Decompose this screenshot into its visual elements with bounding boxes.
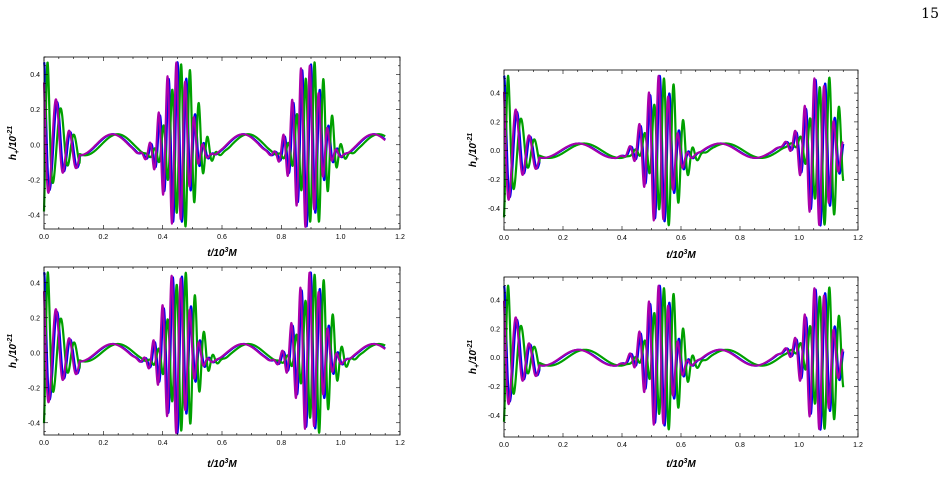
x-tick-label: 1.2 [395, 440, 405, 447]
x-tick-label: 0.2 [558, 235, 568, 242]
x-tick-label: 0.0 [39, 234, 49, 241]
x-tick-label: 0.2 [98, 440, 108, 447]
y-tick-label: -0.2 [488, 177, 500, 184]
y-tick-label: -0.4 [28, 212, 40, 219]
series-line-magenta [43, 61, 386, 228]
series-line-magenta [503, 284, 845, 431]
y-tick-label: -0.4 [488, 206, 500, 213]
x-axis-label: t/103M [666, 249, 696, 261]
page-number: 15 [921, 6, 939, 22]
x-tick-label: 0.2 [558, 442, 568, 449]
y-tick-label: 0.0 [490, 355, 500, 362]
y-tick-label: 0.0 [30, 350, 40, 357]
x-tick-label: 0.4 [158, 234, 168, 241]
y-axis-label: h+/10-21 [7, 334, 21, 368]
y-tick-label: -0.4 [488, 413, 500, 420]
panel-top-left: 0.0 0.2 0.4 0.6 0.8 1.0 1.2 -0.4 -0.2 0.0 0.2 0.4 t/… [7, 56, 405, 259]
y-tick-label: -0.2 [28, 177, 40, 184]
y-tick-label: 0.2 [30, 315, 40, 322]
series-line-magenta [503, 74, 845, 227]
y-axis-label: h+/10-21 [467, 340, 481, 374]
y-tick-label: -0.2 [488, 384, 500, 391]
y-tick-label: 0.2 [490, 326, 500, 333]
y-axis-label: h+/10-21 [467, 133, 481, 167]
x-axis-label: t/103M [207, 247, 237, 259]
panel-bottom-right: 0.0 0.2 0.4 0.6 0.8 1.0 1.2 -0.4 -0.2 0.0 0.2 0.4 t/… [467, 276, 863, 470]
x-tick-label: 0.8 [735, 235, 745, 242]
series-line-green [502, 284, 845, 431]
x-tick-label: 0.4 [158, 440, 168, 447]
y-tick-label: -0.4 [28, 420, 40, 427]
x-tick-label: 0.6 [217, 440, 227, 447]
x-tick-label: 1.0 [794, 235, 804, 242]
x-tick-label: 1.2 [853, 235, 863, 242]
x-tick-label: 1.2 [395, 234, 405, 241]
x-axis-label: t/103M [666, 458, 696, 470]
x-tick-label: 0.2 [98, 234, 108, 241]
x-tick-label: 0.8 [735, 442, 745, 449]
series-line-green [42, 271, 387, 434]
y-tick-label: 0.0 [490, 148, 500, 155]
y-tick-label: 0.0 [30, 142, 40, 149]
y-tick-label: 0.2 [30, 107, 40, 114]
series-line-magenta [43, 271, 386, 434]
x-tick-label: 0.8 [276, 440, 286, 447]
y-tick-label: 0.4 [490, 91, 500, 98]
y-tick-label: -0.2 [28, 385, 40, 392]
x-axis-label: t/103M [207, 458, 237, 470]
panel-top-right: 0.0 0.2 0.4 0.6 0.8 1.0 1.2 -0.4 -0.2 0.0 0.2 0.4 t/… [467, 69, 863, 261]
series-line-green [502, 74, 845, 227]
y-tick-label: 0.4 [30, 280, 40, 287]
panel-bottom-left: 0.0 0.2 0.4 0.6 0.8 1.0 1.2 -0.4 -0.2 0.0 0.2 0.4 t/… [7, 266, 405, 470]
x-tick-label: 0.0 [39, 440, 49, 447]
x-tick-label: 1.0 [336, 234, 346, 241]
y-tick-label: 0.4 [30, 72, 40, 79]
y-tick-label: 0.2 [490, 119, 500, 126]
x-tick-label: 0.0 [499, 442, 509, 449]
y-tick-label: 0.4 [490, 298, 500, 305]
x-tick-label: 1.2 [853, 442, 863, 449]
x-tick-label: 0.6 [217, 234, 227, 241]
y-axis-label: h+/10-21 [7, 126, 21, 160]
x-tick-label: 1.0 [336, 440, 346, 447]
x-tick-label: 0.8 [276, 234, 286, 241]
x-tick-label: 0.6 [676, 235, 686, 242]
x-tick-label: 1.0 [794, 442, 804, 449]
x-tick-label: 0.0 [499, 235, 509, 242]
x-tick-label: 0.4 [617, 235, 627, 242]
x-tick-label: 0.4 [617, 442, 627, 449]
x-tick-label: 0.6 [676, 442, 686, 449]
